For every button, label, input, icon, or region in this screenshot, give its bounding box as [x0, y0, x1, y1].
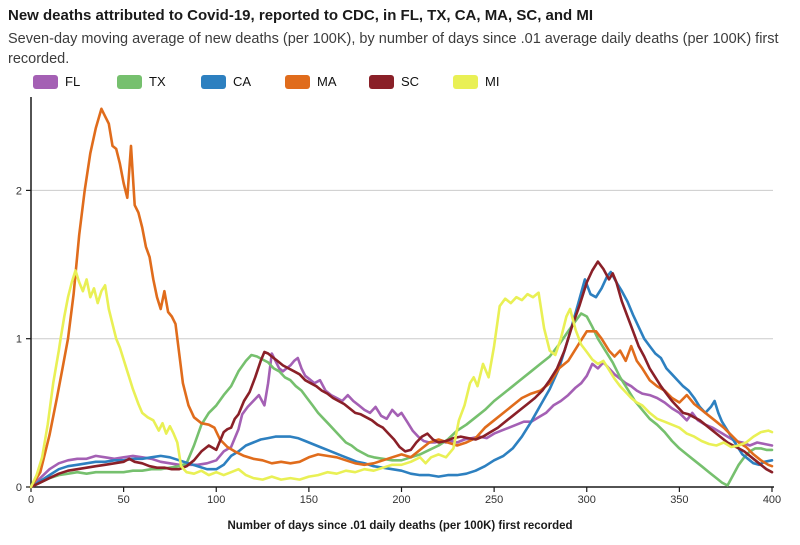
legend-item-ma[interactable]: MA [285, 74, 369, 89]
x-tick-label-150: 150 [300, 494, 318, 506]
x-tick-label-300: 300 [578, 494, 596, 506]
legend-item-fl[interactable]: FL [33, 74, 117, 89]
legend-swatch-ma [285, 74, 310, 89]
series-line-sc [29, 260, 774, 489]
legend-label-sc: SC [401, 74, 420, 89]
subtitle-line-2: recorded. [8, 51, 70, 67]
x-axis-title: Number of days since .01 daily deaths (p… [227, 520, 573, 532]
x-tick-label-350: 350 [670, 494, 688, 506]
legend-label-ca: CA [233, 74, 252, 89]
legend-item-mi[interactable]: MI [453, 74, 537, 89]
subtitle-line-1: Seven-day moving average of new deaths (… [8, 31, 779, 47]
legend-swatch-mi [453, 74, 478, 89]
x-tick-label-50: 50 [118, 494, 130, 506]
page-subtitle: Seven-day moving average of new deaths (… [8, 29, 792, 69]
page-title: New deaths attributed to Covid-19, repor… [8, 7, 594, 24]
legend-swatch-ca [201, 74, 226, 89]
series-line-mi [29, 269, 774, 489]
legend-swatch-fl [33, 74, 58, 89]
chart-legend: FL TX CA MA SC MI [33, 74, 537, 89]
x-tick-label-100: 100 [207, 494, 225, 506]
legend-item-ca[interactable]: CA [201, 74, 285, 89]
y-tick-label-2: 2 [16, 185, 22, 197]
series-line-ca [29, 270, 774, 489]
chart-header: New deaths attributed to Covid-19, repor… [8, 6, 792, 69]
x-tick-label-250: 250 [485, 494, 503, 506]
x-tick-label-0: 0 [28, 494, 34, 506]
series-line-ma [29, 107, 774, 489]
series-line-fl [29, 352, 774, 489]
legend-label-tx: TX [149, 74, 166, 89]
legend-label-fl: FL [65, 74, 81, 89]
legend-label-ma: MA [317, 74, 337, 89]
x-tick-label-200: 200 [392, 494, 410, 506]
series-line-tx [29, 312, 774, 489]
legend-swatch-sc [369, 74, 394, 89]
x-tick-label-400: 400 [763, 494, 781, 506]
legend-label-mi: MI [485, 74, 500, 89]
y-tick-label-0: 0 [16, 482, 22, 494]
y-tick-label-1: 1 [16, 334, 22, 346]
covid-deaths-line-chart: 0 50 100 150 200 250 300 350 400 0 1 2 [16, 97, 781, 506]
legend-item-tx[interactable]: TX [117, 74, 201, 89]
legend-swatch-tx [117, 74, 142, 89]
legend-item-sc[interactable]: SC [369, 74, 453, 89]
